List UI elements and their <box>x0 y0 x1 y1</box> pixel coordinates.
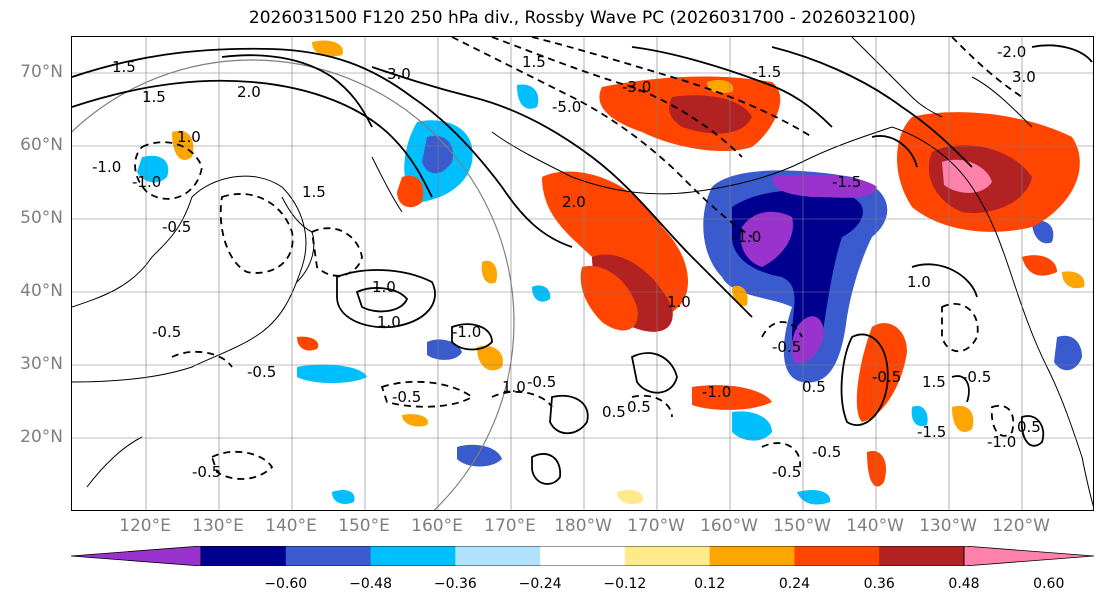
colorbar-tick-label: 0.48 <box>948 576 980 592</box>
contour-label: -0.5 <box>527 373 556 391</box>
contour-label: -1.5 <box>917 423 946 441</box>
lat-label-20n: 20°N <box>20 427 63 447</box>
colorbar-segment <box>709 546 795 566</box>
colorbar-tick-label: −0.12 <box>603 576 647 592</box>
contour-label: -0.5 <box>152 323 181 341</box>
contour-label: -0.5 <box>962 368 991 386</box>
contour-label: 1.0 <box>177 128 201 146</box>
lat-label-40n: 40°N <box>20 281 63 301</box>
contour-label: -0.5 <box>772 338 801 356</box>
contour-label: -1.0 <box>732 228 761 246</box>
contour-label: 1.5 <box>112 58 136 76</box>
contour-label: -5.0 <box>552 98 581 116</box>
contour-label: 0.5 <box>627 398 651 416</box>
contour-label: 1.0 <box>377 313 401 331</box>
contour-label: 1.0 <box>502 378 526 396</box>
contour-label: 1.0 <box>667 293 691 311</box>
contour-label: -1.0 <box>702 383 731 401</box>
colorbar-svg <box>71 546 1094 566</box>
contour-label: -3.0 <box>622 78 651 96</box>
colorbar-tick-label: 0.12 <box>694 576 726 592</box>
colorbar-tick-label: −0.48 <box>349 576 392 592</box>
contour-label: 3.0 <box>1012 68 1036 86</box>
great-circle-outline <box>72 59 515 510</box>
lat-label-60n: 60°N <box>20 135 63 155</box>
contour-label: 1.5 <box>142 88 166 106</box>
contour-label: 2.0 <box>237 83 261 101</box>
colorbar-segment <box>285 546 372 566</box>
colorbar-segment <box>540 546 626 566</box>
graticule <box>72 37 1093 510</box>
lon-label-140w: 140°W <box>846 516 904 536</box>
map-svg: 1.5 1.5 2.0 3.0 1.5 -5.0 -3.0 -1.5 1.0 2.0 -1.0 -1.… <box>72 37 1093 510</box>
lon-label-170w: 170°W <box>627 516 685 536</box>
colorbar-tick-label: 0.36 <box>863 576 895 592</box>
colorbar-segment <box>370 546 456 566</box>
lon-label-150w: 150°W <box>773 516 831 536</box>
lat-label-70n: 70°N <box>20 62 63 82</box>
lon-label-160w: 160°W <box>700 516 758 536</box>
contour-label: 1.0 <box>907 273 931 291</box>
contour-label: 1.5 <box>522 53 546 71</box>
colorbar-segment <box>794 546 880 566</box>
contour-label: 0.5 <box>1017 418 1041 436</box>
contour-label: 2.0 <box>562 193 586 211</box>
chart-title: 2026031500 F120 250 hPa div., Rossby Wav… <box>248 8 917 28</box>
lat-label-30n: 30°N <box>20 354 63 374</box>
contour-label: -1.5 <box>752 63 781 81</box>
lat-label-50n: 50°N <box>20 208 63 228</box>
colorbar-tick-label: −0.24 <box>518 576 562 592</box>
contour-label: -2.0 <box>997 43 1026 61</box>
lon-label-160e: 160°E <box>411 516 463 536</box>
contour-label: -1.0 <box>92 158 121 176</box>
colorbar-extend-high <box>963 546 1094 566</box>
contour-label: 0.5 <box>802 378 826 396</box>
contour-label: -0.5 <box>192 463 221 481</box>
colorbar-segment <box>879 546 965 566</box>
contour-label: 0.5 <box>602 403 626 421</box>
lon-label-130w: 130°W <box>919 516 977 536</box>
contour-label: -1.0 <box>987 433 1016 451</box>
contour-label: 1.5 <box>922 373 946 391</box>
contour-label: -0.5 <box>772 463 801 481</box>
positive-divergence-shading <box>172 40 1085 504</box>
contour-label: -1.0 <box>132 173 161 191</box>
contour-labels: 1.5 1.5 2.0 3.0 1.5 -5.0 -3.0 -1.5 1.0 2.0 -1.0 -1.… <box>92 43 1041 481</box>
lon-label-120e: 120°E <box>119 516 171 536</box>
contour-label: 1.0 <box>372 278 396 296</box>
contour-label: -0.5 <box>392 388 421 406</box>
contour-label: -0.5 <box>247 363 276 381</box>
contour-label: -1.5 <box>832 173 861 191</box>
lon-label-140e: 140°E <box>265 516 317 536</box>
contour-label: 1.5 <box>302 183 326 201</box>
map-panel[interactable]: 1.5 1.5 2.0 3.0 1.5 -5.0 -3.0 -1.5 1.0 2.0 -1.0 -1.… <box>71 36 1094 511</box>
colorbar-segment <box>624 546 711 566</box>
contour-label: -0.5 <box>812 443 841 461</box>
contour-label: -1.0 <box>452 323 481 341</box>
positive-contours <box>72 44 1093 485</box>
colorbar-tick-label: 0.60 <box>1033 576 1065 592</box>
colorbar <box>71 546 1094 566</box>
colorbar-segment <box>201 546 287 566</box>
coastlines <box>72 37 1093 507</box>
colorbar-border <box>200 546 965 566</box>
colorbar-tick-label: 0.24 <box>778 576 811 592</box>
contour-label: -0.5 <box>872 368 901 386</box>
negative-contours <box>134 37 1023 480</box>
negative-divergence-shading <box>137 84 1082 505</box>
lon-label-130e: 130°E <box>192 516 244 536</box>
colorbar-extend-low <box>71 546 202 566</box>
colorbar-tick-label: −0.60 <box>264 576 308 592</box>
colorbar-segment <box>455 546 541 566</box>
lon-label-150e: 150°E <box>338 516 390 536</box>
colorbar-tick-label: −0.36 <box>433 576 477 592</box>
lon-label-180w: 180°W <box>554 516 612 536</box>
lon-label-120w: 120°W <box>992 516 1050 536</box>
contour-label: -0.5 <box>162 218 191 236</box>
lon-label-170e: 170°E <box>484 516 536 536</box>
contour-label: 3.0 <box>387 65 411 83</box>
